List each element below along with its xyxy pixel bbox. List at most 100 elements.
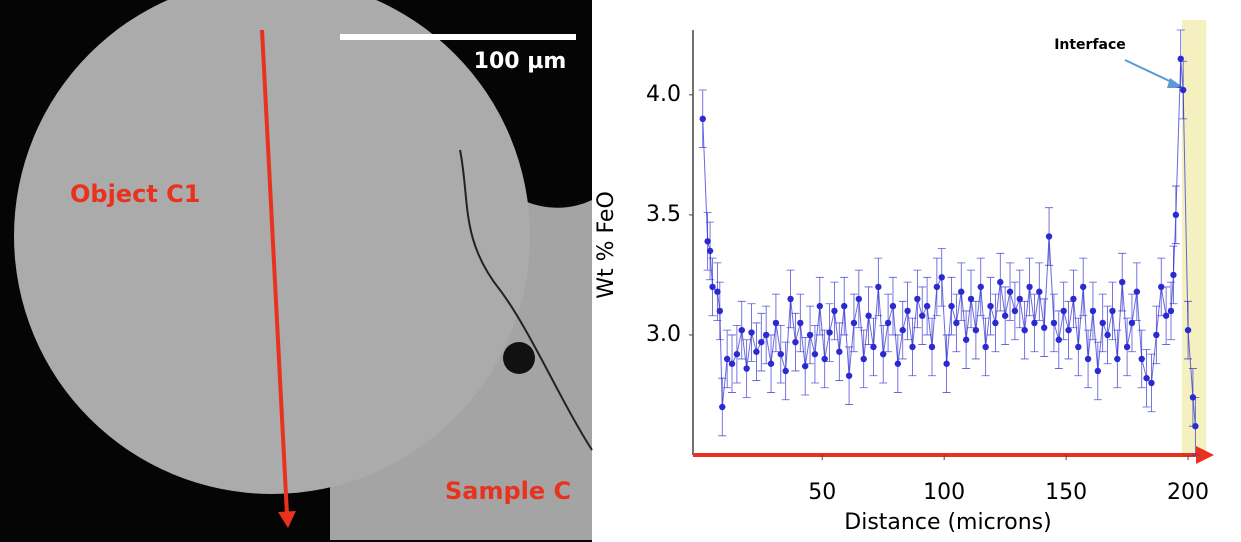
point: [758, 338, 765, 346]
point: [836, 348, 843, 355]
point: [714, 288, 721, 295]
chart: Distance (microns) Wt % FeO Interface 50…: [594, 20, 1214, 535]
point: [840, 302, 848, 310]
object-label: Object C1: [70, 180, 200, 208]
point: [1045, 233, 1053, 240]
point: [1050, 319, 1058, 327]
point: [792, 338, 799, 346]
point: [928, 343, 936, 351]
point: [967, 295, 975, 303]
point: [728, 360, 736, 367]
point: [738, 326, 745, 334]
point: [1167, 307, 1175, 315]
point: [716, 307, 724, 315]
profile-arrowhead: [278, 511, 296, 528]
point: [938, 274, 945, 281]
point: [1192, 422, 1199, 430]
point: [1114, 355, 1121, 363]
annotation-arrowhead: [1167, 78, 1184, 88]
point: [816, 302, 824, 310]
point: [748, 329, 755, 336]
point: [884, 319, 892, 327]
point: [1109, 307, 1116, 315]
point: [914, 295, 921, 303]
point: [948, 302, 955, 310]
point: [865, 312, 872, 319]
point: [987, 302, 994, 310]
point: [762, 331, 770, 339]
point: [953, 319, 960, 327]
point: [1001, 312, 1009, 319]
point: [1179, 86, 1187, 94]
point: [806, 331, 814, 339]
point: [811, 350, 819, 358]
point: [933, 283, 941, 291]
point: [1036, 288, 1043, 295]
scale-label: 100 µm: [474, 49, 567, 74]
point: [1094, 367, 1102, 375]
point: [709, 283, 716, 291]
point: [1060, 307, 1067, 315]
x-axis-title: Distance (microns): [844, 510, 1051, 535]
point: [753, 348, 760, 355]
y-tick-label: 4.0: [646, 82, 681, 107]
point: [1143, 374, 1150, 382]
point: [1031, 319, 1038, 327]
point: [831, 307, 838, 315]
point: [923, 302, 931, 310]
x-axis-arrowhead: [1196, 446, 1214, 464]
pore: [503, 342, 535, 374]
sample-label: Sample C: [445, 477, 571, 505]
point: [699, 115, 706, 123]
point: [1104, 331, 1111, 339]
point: [1026, 283, 1033, 291]
point: [787, 295, 794, 303]
point: [894, 360, 902, 367]
point: [1128, 319, 1136, 327]
x-tick-label: 150: [1045, 480, 1087, 505]
point: [719, 403, 726, 411]
point: [1084, 355, 1092, 363]
point: [1119, 278, 1126, 286]
point: [992, 319, 999, 327]
point: [904, 307, 911, 315]
point: [1075, 343, 1082, 351]
point: [1148, 379, 1155, 387]
point: [875, 283, 882, 291]
crack: [459, 149, 593, 451]
point: [797, 319, 804, 327]
point: [997, 278, 1004, 286]
point: [1021, 326, 1028, 334]
point: [919, 312, 926, 319]
point: [1089, 307, 1097, 315]
point: [977, 283, 984, 291]
y-tick-label: 3.5: [646, 202, 681, 227]
point: [1099, 319, 1106, 327]
point: [860, 355, 867, 363]
point: [845, 372, 853, 379]
profile-arrow: [260, 29, 289, 516]
point: [850, 319, 858, 327]
point: [880, 350, 887, 358]
point: [1065, 326, 1072, 334]
point: [943, 360, 950, 367]
series-line: [702, 58, 1196, 427]
point: [1011, 307, 1019, 315]
point: [1016, 295, 1023, 303]
point: [1133, 288, 1141, 295]
point: [1172, 211, 1180, 219]
point: [899, 326, 906, 334]
point: [909, 343, 916, 351]
point: [777, 350, 784, 358]
point: [704, 238, 711, 245]
point: [1055, 336, 1063, 343]
point: [1184, 326, 1192, 334]
point: [982, 343, 989, 351]
point: [889, 302, 897, 310]
point: [1177, 55, 1184, 63]
point: [1006, 288, 1014, 295]
x-tick-label: 200: [1167, 480, 1209, 505]
y-axis-title: Wt % FeO: [594, 191, 619, 299]
point: [743, 365, 750, 372]
